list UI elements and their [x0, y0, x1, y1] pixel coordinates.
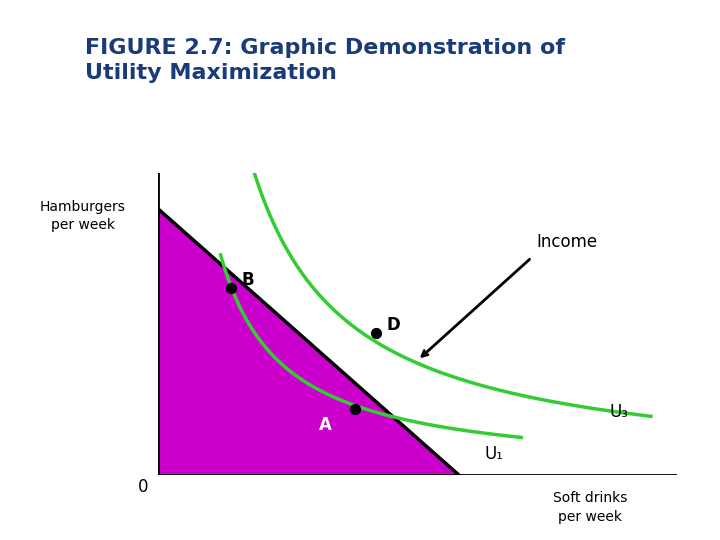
Text: A: A [319, 416, 332, 434]
Text: Hamburgers
per week: Hamburgers per week [40, 200, 126, 232]
Text: B: B [241, 271, 254, 289]
Text: 53: 53 [19, 507, 53, 530]
Text: U₃: U₃ [609, 403, 629, 421]
Point [370, 329, 382, 338]
Text: 0: 0 [138, 478, 148, 496]
Polygon shape [158, 209, 459, 475]
Text: D: D [387, 316, 400, 334]
Point [350, 404, 361, 413]
Text: U₁: U₁ [485, 445, 504, 463]
Text: Soft drinks
per week: Soft drinks per week [553, 491, 628, 524]
Text: Income: Income [537, 233, 598, 252]
Text: FIGURE 2.7: Graphic Demonstration of
Utility Maximization: FIGURE 2.7: Graphic Demonstration of Uti… [85, 38, 565, 83]
Point [225, 284, 237, 292]
